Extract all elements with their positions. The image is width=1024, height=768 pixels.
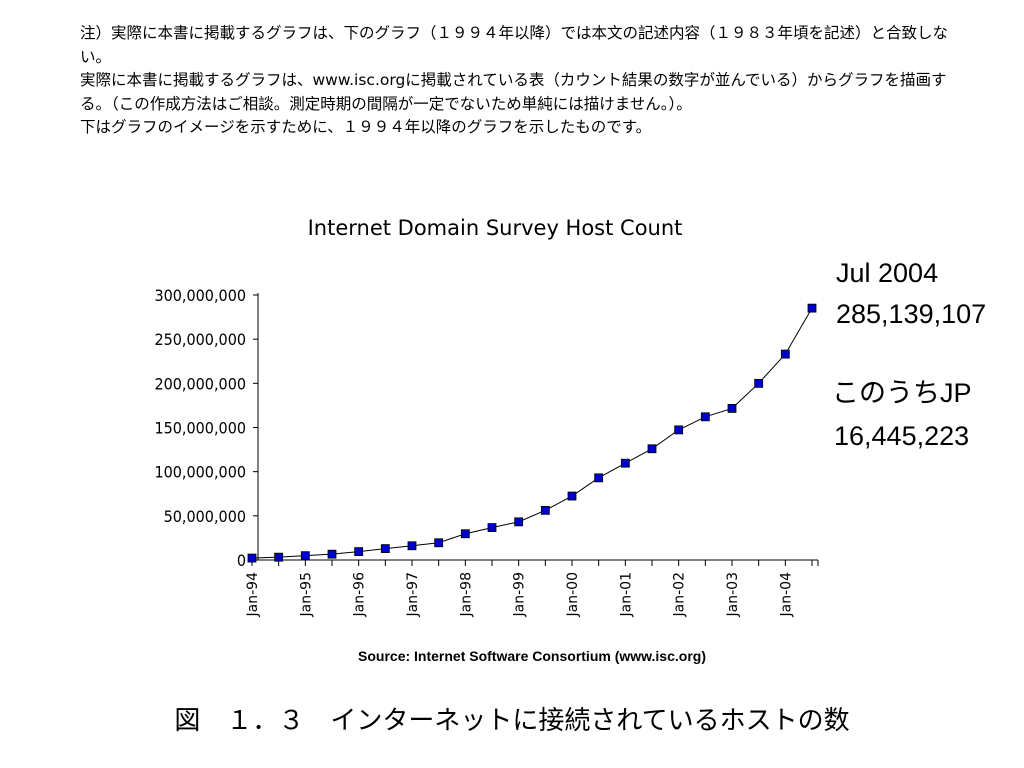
data-point <box>567 491 577 501</box>
latest-date-label: Jul 2004 <box>836 258 939 288</box>
data-point <box>754 378 764 388</box>
y-tick-label: 0 <box>237 551 246 570</box>
x-tick-label: Jan-98 <box>458 572 474 617</box>
x-tick-label: Jan-00 <box>565 572 581 617</box>
chart-title: Internet Domain Survey Host Count <box>307 216 683 240</box>
y-tick-label: 50,000,000 <box>164 507 246 526</box>
data-point <box>274 552 284 562</box>
y-tick-label: 300,000,000 <box>154 286 246 305</box>
data-point <box>300 551 310 561</box>
data-point <box>514 517 524 527</box>
data-point <box>780 349 790 359</box>
figure-caption: 図 １．３ インターネットに接続されているホストの数 <box>174 706 850 736</box>
x-tick-label: Jan-01 <box>618 572 634 617</box>
x-tick-label: Jan-04 <box>778 572 794 618</box>
data-point <box>487 523 497 532</box>
data-point <box>540 505 550 515</box>
y-tick-label: 150,000,000 <box>154 419 246 438</box>
data-point <box>354 547 364 557</box>
latest-value-label: 285,139,107 <box>836 299 987 329</box>
note-line-3: 下はグラフのイメージを示すために、１９９４年以降のグラフを示したものです。 <box>80 118 652 136</box>
y-tick-label: 100,000,000 <box>154 463 246 482</box>
data-point <box>807 303 817 313</box>
x-tick-label: Jan-97 <box>405 572 421 617</box>
x-tick-label: Jan-94 <box>245 572 261 618</box>
x-tick-label: Jan-96 <box>352 572 368 618</box>
data-point <box>727 404 737 413</box>
data-point <box>247 553 257 563</box>
y-tick-label: 250,000,000 <box>154 330 246 349</box>
data-point <box>407 541 417 551</box>
data-point <box>594 473 604 483</box>
x-tick-label: Jan-02 <box>672 572 688 617</box>
x-tick-label: Jan-99 <box>512 572 528 617</box>
chart-source: Source: Internet Software Consortium (ww… <box>358 648 706 664</box>
jp-subset-label: このうちJP <box>832 378 972 408</box>
jp-value-label: 16,445,223 <box>834 421 970 451</box>
data-point <box>620 458 630 468</box>
note-line-1: 注）実際に本書に掲載するグラフは、下のグラフ（１９９４年以降）では本文の記述内容… <box>80 24 949 66</box>
data-point <box>327 549 337 559</box>
data-point <box>700 412 710 422</box>
y-tick-label: 200,000,000 <box>154 374 246 393</box>
data-point <box>380 544 390 554</box>
data-point <box>674 425 684 435</box>
x-tick-label: Jan-03 <box>725 572 741 617</box>
data-point <box>460 529 470 539</box>
data-point <box>434 538 444 548</box>
x-tick-label: Jan-95 <box>298 572 314 617</box>
note-line-2: 実際に本書に掲載するグラフは、www.isc.orgに掲載されている表（カウント… <box>80 71 947 113</box>
series-line <box>251 307 813 559</box>
data-point <box>647 444 657 454</box>
explanatory-note: 注）実際に本書に掲載するグラフは、下のグラフ（１９９４年以降）では本文の記述内容… <box>80 22 950 140</box>
